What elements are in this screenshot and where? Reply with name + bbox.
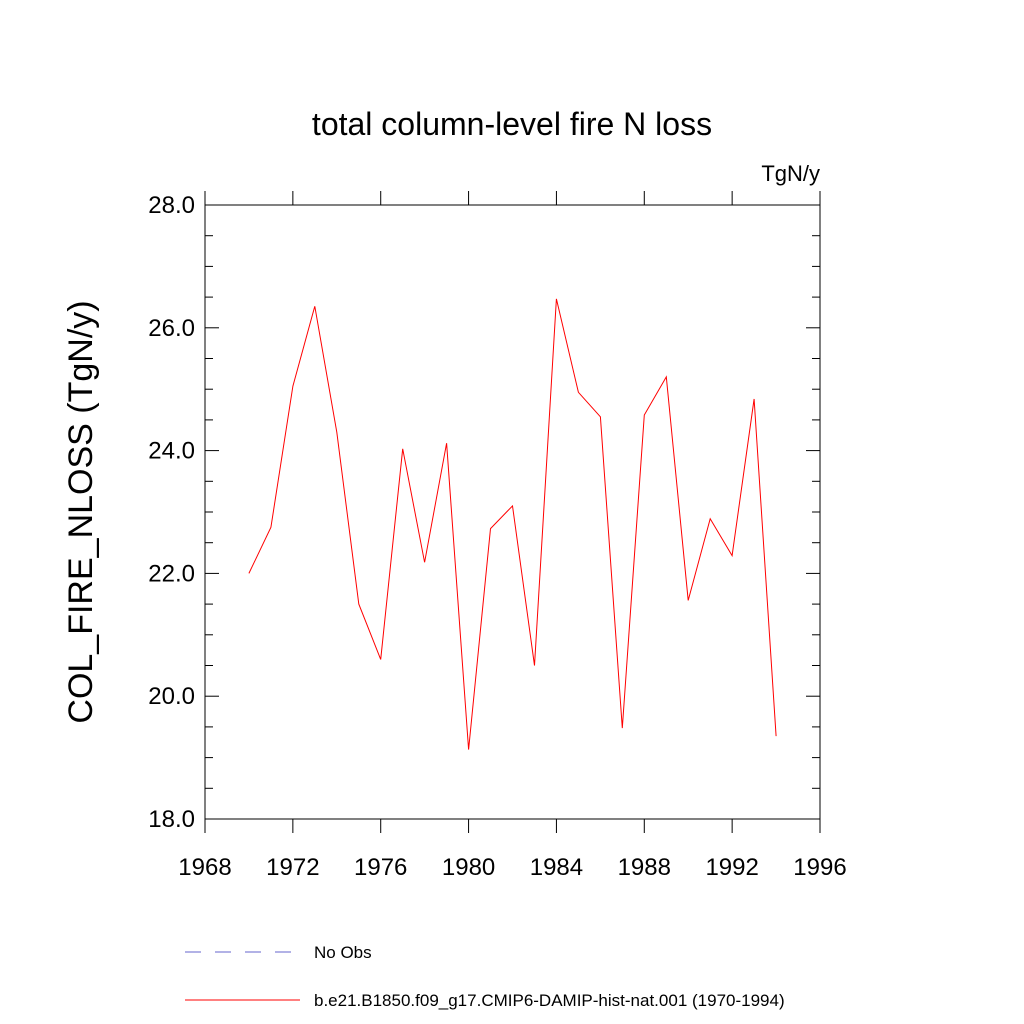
legend-label: b.e21.B1850.f09_g17.CMIP6-DAMIP-hist-nat… [314,991,785,1010]
plot-frame [204,204,821,820]
y-tick-label: 22.0 [148,560,195,587]
axis-ticks [204,191,821,833]
x-tick-label: 1980 [442,854,495,881]
y-tick-label: 26.0 [148,315,195,342]
y-tick-label: 20.0 [148,683,195,710]
series-line [248,298,777,750]
x-tick-label: 1988 [618,854,671,881]
y-axis-label: COL_FIRE_NLOSS (TgN/y) [62,300,100,723]
x-tick-label: 1976 [354,854,407,881]
y-tick-label: 28.0 [148,192,195,219]
y-tick-label: 24.0 [148,438,195,465]
chart-title: total column-level fire N loss [312,106,712,142]
x-tick-label: 1984 [530,854,583,881]
y-tick-label: 18.0 [148,806,195,833]
series-layer [248,298,777,750]
x-tick-label: 1992 [705,854,758,881]
units-label: TgN/y [761,161,820,186]
axis-tick-labels: 1968 1972 1976 1980 1984 1988 1992 1996 18.0 20.0… [148,192,846,881]
legend: No Obs b.e21.B1850.f09_g17.CMIP6-DAMIP-hi… [185,943,785,1010]
x-tick-label: 1968 [178,854,231,881]
legend-label: No Obs [314,943,372,962]
x-tick-label: 1996 [793,854,846,881]
x-tick-label: 1972 [266,854,319,881]
